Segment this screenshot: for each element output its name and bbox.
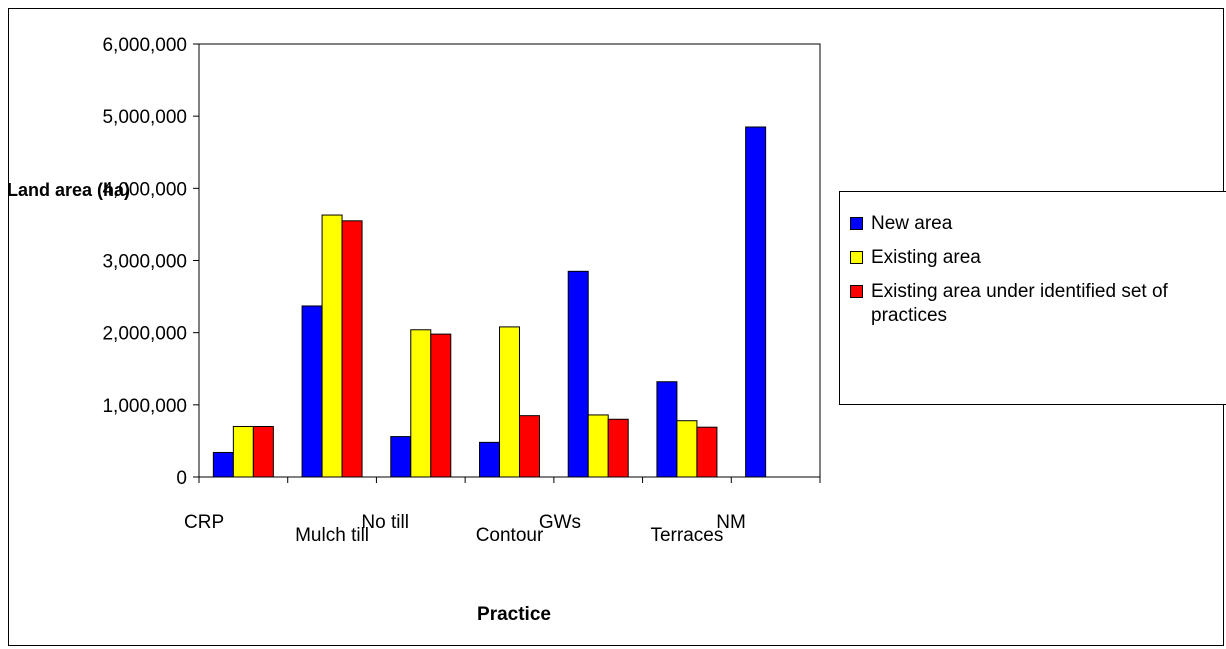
bar	[252, 425, 274, 478]
y-tick-label: 0	[176, 468, 187, 489]
legend-swatch	[850, 217, 863, 230]
bars	[212, 126, 767, 478]
bar	[410, 329, 432, 478]
legend-item: Existing area	[850, 246, 1191, 270]
bar	[676, 420, 698, 478]
bar	[321, 214, 343, 478]
bar	[567, 270, 589, 478]
bar	[745, 126, 767, 478]
legend-item: New area	[850, 212, 1191, 236]
y-tick-label: 4,000,000	[102, 179, 187, 200]
y-axis-ticks	[193, 43, 199, 478]
legend-label: New area	[871, 213, 953, 234]
x-tick-label: Mulch till	[295, 525, 369, 546]
y-tick-label: 6,000,000	[102, 35, 187, 56]
legend-label: Existing area under identified set of pr…	[871, 281, 1168, 326]
bar	[212, 451, 234, 478]
y-axis-tick-labels: 0 1,000,000 2,000,000 3,000,000 4,000,000 5,0…	[102, 35, 187, 489]
y-tick-label: 5,000,000	[102, 107, 187, 128]
x-tick-label: Contour	[476, 525, 544, 546]
x-tick-label: No till	[361, 512, 409, 533]
bar	[479, 441, 500, 478]
bar	[430, 333, 452, 478]
legend-item: Existing area under identified set of pr…	[850, 280, 1191, 328]
x-tick-label: CRP	[184, 512, 224, 533]
y-axis-label: Land area (ha)	[7, 180, 130, 200]
y-tick-label: 1,000,000	[102, 396, 187, 417]
bar	[519, 415, 540, 478]
x-tick-label: GWs	[539, 512, 581, 533]
legend: New area Existing area Existing area under…	[839, 191, 1226, 405]
y-tick-label: 2,000,000	[102, 324, 187, 345]
bar	[499, 326, 520, 478]
bar	[232, 425, 254, 478]
bar	[656, 381, 678, 478]
legend-swatch	[850, 285, 863, 298]
bar	[341, 220, 363, 478]
legend-swatch	[850, 251, 863, 264]
bar	[390, 436, 412, 478]
bar	[607, 418, 629, 478]
bar	[696, 426, 718, 478]
x-axis-label: Practice	[477, 604, 551, 625]
legend-label: Existing area	[871, 247, 981, 268]
x-tick-label: Terraces	[650, 525, 723, 546]
bar	[301, 305, 323, 478]
y-tick-label: 3,000,000	[102, 252, 187, 273]
x-axis-ticks	[198, 477, 821, 483]
bar	[587, 414, 609, 478]
x-tick-label: NM	[716, 512, 746, 533]
